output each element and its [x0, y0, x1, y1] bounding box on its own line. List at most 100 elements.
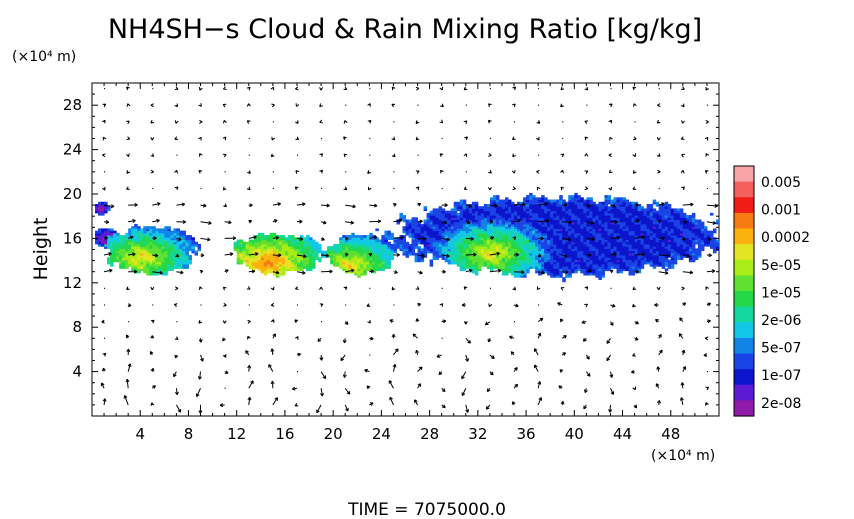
cloud-cell	[691, 219, 696, 223]
cloud-cell	[604, 230, 608, 234]
cloud-cell	[471, 250, 476, 254]
cloud-cell	[655, 261, 660, 265]
cloud-cell	[254, 235, 259, 238]
cloud-cell	[444, 219, 449, 223]
cloud-cell	[685, 235, 690, 238]
cloud-cell	[284, 237, 289, 241]
cloud-cell	[574, 270, 578, 274]
cloud-cell	[459, 266, 464, 269]
cloud-cell	[462, 206, 467, 209]
cloud-cell	[438, 210, 443, 214]
cloud-cell	[577, 221, 581, 225]
cloud-cell	[583, 237, 587, 241]
cloud-cell	[477, 232, 482, 236]
cloud-cell	[480, 243, 485, 247]
cloud-cell	[125, 243, 129, 247]
cloud-cell	[583, 259, 587, 263]
cloud-cell	[167, 228, 171, 232]
cloud-cell	[122, 259, 126, 263]
cloud-cell	[414, 237, 419, 241]
cloud-cell	[628, 232, 633, 236]
wind-arrow	[417, 254, 425, 258]
cloud-cell	[613, 241, 618, 245]
cloud-cell	[507, 246, 512, 249]
cloud-cell	[113, 250, 117, 254]
cloud-cell	[474, 259, 479, 263]
cloud-cell	[520, 272, 524, 276]
cloud-cell	[607, 261, 611, 265]
cloud-cell	[526, 232, 530, 236]
wind-arrow-head	[271, 103, 275, 108]
cloud-cell	[293, 252, 298, 256]
cloud-cell	[483, 206, 488, 209]
cloud-cell	[257, 257, 262, 260]
cloud-cell	[158, 230, 162, 234]
cloud-cell	[188, 237, 192, 241]
cloud-cell	[646, 203, 651, 207]
cloud-cell	[366, 266, 370, 269]
cloud-cell	[134, 243, 138, 247]
cloud-cell	[306, 243, 310, 247]
cloud-cell	[465, 266, 470, 269]
cloud-cell	[655, 228, 660, 232]
cloud-cell	[664, 221, 669, 225]
cloud-cell	[293, 243, 298, 247]
cloud-cell	[616, 226, 621, 229]
cloud-cell	[492, 259, 497, 263]
cloud-cell	[565, 212, 569, 216]
cloud-cell	[474, 243, 479, 247]
cloud-cell	[501, 257, 506, 260]
cloud-cell	[685, 241, 690, 245]
wind-arrow-head	[415, 170, 420, 174]
cloud-cell	[507, 215, 512, 218]
cloud-cell	[559, 210, 563, 214]
cloud-cell	[495, 215, 500, 218]
cloud-cell	[98, 230, 102, 234]
cloud-cell	[634, 201, 639, 205]
cloud-cell	[486, 206, 491, 209]
cloud-cell	[369, 266, 373, 269]
cloud-cell	[236, 239, 241, 243]
wind-arrow-head	[297, 352, 302, 357]
cloud-cell	[547, 270, 551, 274]
cloud-cell	[315, 241, 319, 245]
cloud-cell	[260, 259, 265, 263]
wind-arrow-head	[319, 153, 323, 157]
cloud-cell	[616, 215, 621, 218]
cloud-cell	[164, 226, 168, 229]
cloud-cell	[604, 252, 608, 256]
cloud-cell	[287, 255, 292, 258]
cloud-cell	[486, 230, 491, 234]
cloud-cell	[95, 241, 99, 245]
cloud-cell	[517, 266, 521, 269]
cloud-cell	[628, 212, 633, 216]
cloud-cell	[547, 206, 551, 209]
cloud-cell	[137, 266, 141, 269]
cloud-cell	[619, 255, 624, 258]
wind-arrow-head	[178, 237, 182, 241]
cloud-cell	[134, 232, 138, 236]
cloud-cell	[462, 257, 467, 260]
cloud-cell	[381, 252, 385, 256]
cloud-cell	[131, 237, 135, 241]
cloud-cell	[646, 241, 651, 245]
cloud-cell	[595, 250, 599, 254]
cloud-cell	[438, 221, 443, 225]
cloud-cell	[236, 246, 241, 249]
cloud-cell	[287, 252, 292, 256]
cloud-cell	[363, 252, 367, 256]
cloud-cell	[167, 268, 171, 272]
wind-arrow	[176, 271, 184, 274]
cloud-cell	[408, 223, 413, 227]
cloud-cell	[556, 252, 560, 256]
cloud-cell	[459, 268, 464, 272]
cloud-cell	[520, 250, 524, 254]
cloud-cell	[586, 197, 590, 201]
wind-arrow-head	[417, 302, 421, 307]
cloud-cell	[477, 241, 482, 245]
cloud-cell	[477, 257, 482, 260]
wind-arrow-head	[199, 86, 203, 91]
wind-arrow	[176, 203, 185, 206]
cloud-cell	[571, 266, 575, 269]
cloud-cell	[535, 206, 539, 209]
